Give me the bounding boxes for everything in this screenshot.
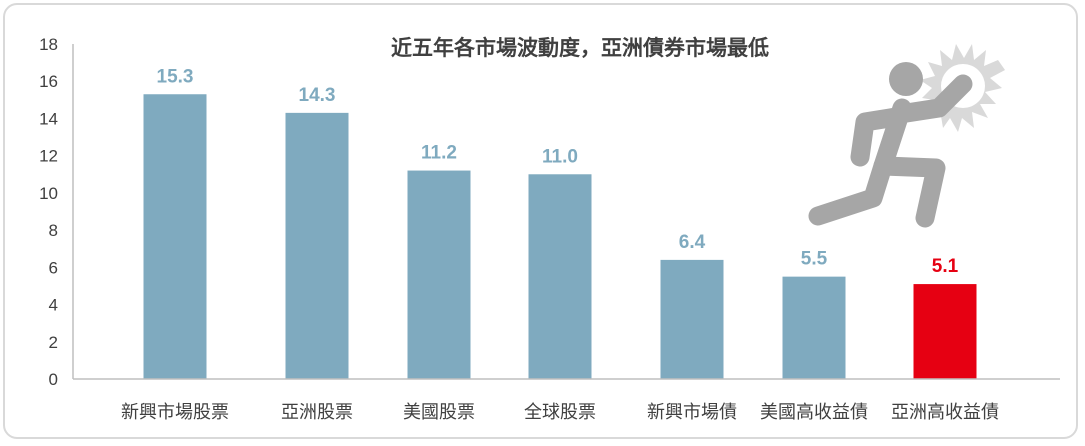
bar-value-label: 5.1 — [932, 256, 959, 277]
bar — [285, 112, 349, 379]
y-tick-label: 2 — [49, 333, 58, 352]
bar — [528, 174, 592, 379]
y-tick-label: 16 — [39, 72, 58, 91]
bar-value-label: 6.4 — [679, 232, 706, 253]
bar — [407, 170, 471, 379]
bar — [143, 94, 207, 379]
y-tick-label: 6 — [49, 258, 58, 277]
bar — [660, 259, 724, 379]
bar-value-label: 5.5 — [801, 249, 828, 270]
bars-layer: 15.3 新興市場股票 14.3 亞洲股票 11.2 美國股票 11.0 全球股票 6.4 新興市… — [121, 66, 999, 423]
y-tick-label: 18 — [39, 35, 58, 54]
x-category-label: 亞洲股票 — [281, 402, 353, 423]
x-category-label: 新興市場債 — [647, 402, 737, 423]
y-tick-label: 10 — [39, 184, 58, 203]
bar-value-label: 15.3 — [157, 66, 194, 87]
y-tick-label: 0 — [49, 370, 58, 389]
bar-value-label: 11.2 — [421, 143, 457, 164]
bar-value-label: 11.0 — [542, 146, 578, 167]
y-tick-label: 4 — [49, 296, 58, 315]
x-category-label: 美國股票 — [403, 402, 475, 423]
running-figure-icon — [808, 44, 1005, 228]
y-tick-label: 14 — [39, 109, 58, 128]
bar-value-label: 14.3 — [299, 85, 336, 106]
bar — [782, 276, 846, 379]
x-category-label: 亞洲高收益債 — [891, 402, 999, 423]
bar — [913, 284, 977, 379]
x-category-label: 美國高收益債 — [760, 402, 868, 423]
chart-title: 近五年各市場波動度，亞洲債券市場最低 — [391, 36, 769, 60]
x-category-label: 新興市場股票 — [121, 402, 229, 423]
x-category-label: 全球股票 — [524, 402, 596, 423]
y-axis: 0 2 4 6 8 10 12 14 16 18 — [39, 35, 58, 389]
y-tick-label: 12 — [39, 147, 58, 166]
y-tick-label: 8 — [49, 221, 58, 240]
